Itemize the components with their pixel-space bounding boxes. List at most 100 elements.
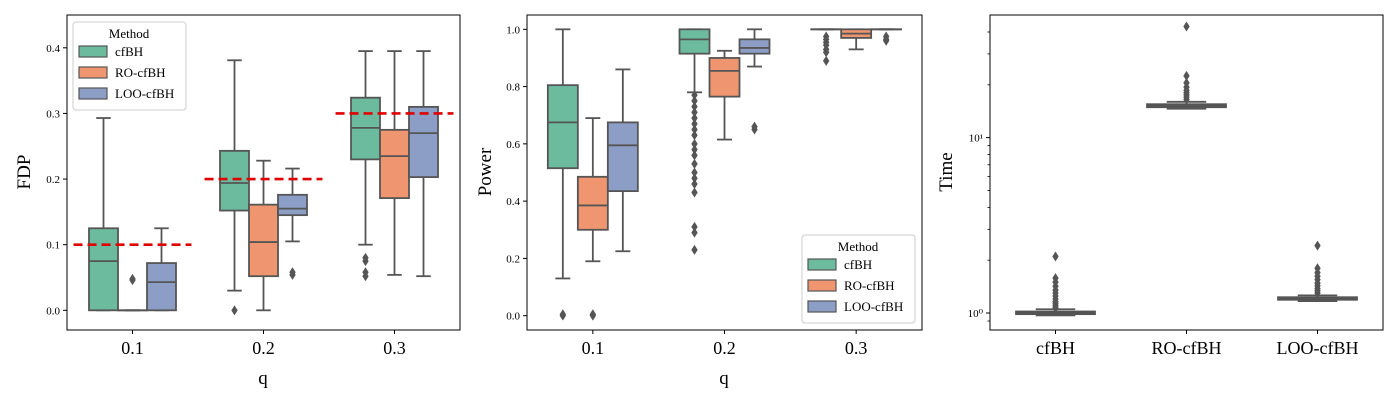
power-legend-label-loo-cfbh: LOO-cfBH	[844, 299, 903, 314]
time-time-box-ro-cfbh-outlier	[1183, 70, 1190, 81]
power-legend-label-ro-cfbh: RO-cfBH	[844, 278, 895, 293]
time-plot-frame	[989, 14, 1384, 331]
power-cfbh-box-0-2-outlier	[691, 124, 698, 135]
fdp-legend-title: Method	[109, 26, 150, 41]
fdp-x-tick-label: 0.1	[121, 338, 144, 358]
power-cfbh-box-0-2-outlier	[691, 130, 698, 141]
time-time-box-cfbh-outlier	[1052, 273, 1059, 284]
fdp-y-tick-label: 0.0	[46, 305, 60, 317]
power-loo-cfbh-box-0-2	[738, 28, 771, 135]
power-loo-cfbh-box-0-3	[870, 28, 903, 46]
fdp-loo-cfbh-box-0-1-iqr	[146, 262, 177, 312]
power-cfbh-box-0-1	[546, 28, 579, 321]
fdp-loo-cfbh-box-0-3	[408, 50, 439, 278]
power-ro-cfbh-box-0-1	[576, 117, 609, 321]
power-loo-cfbh-box-0-2-iqr	[738, 38, 771, 55]
power-cfbh-box-0-2-outlier	[691, 101, 698, 112]
time-time-box-ro-cfbh	[1146, 21, 1227, 110]
fdp-ro-cfbh-box-0-3-iqr	[379, 128, 410, 199]
power-cfbh-box-0-2-outlier	[691, 167, 698, 178]
time-time-box-cfbh-outlier	[1052, 251, 1059, 262]
fdp-ro-cfbh-box-0-2	[248, 159, 279, 312]
power-cfbh-box-0-2-outlier	[691, 138, 698, 149]
fdp-y-tick-label: 0.4	[46, 43, 60, 55]
power-cfbh-box-0-2	[678, 28, 711, 255]
fdp-cfbh-box-0-1-iqr	[88, 227, 119, 312]
fdp-cfbh-box-0-1	[88, 117, 119, 312]
power-cfbh-box-0-2-outlier	[691, 107, 698, 118]
time-y-axis-label: Time	[936, 152, 957, 191]
time-time-box-loo-cfbh-outlier	[1314, 263, 1321, 274]
power-loo-cfbh-box-0-1	[606, 68, 639, 253]
fdp-y-tick-label: 0.1	[46, 240, 60, 252]
fdp-y-axis-label: FDP	[14, 155, 35, 190]
power-cfbh-box-0-2-outlier	[691, 150, 698, 161]
power-loo-cfbh-box-0-1-iqr	[606, 121, 639, 193]
power-panel: Power q 0.0 0.2 0.4 0.6 0.8 1.0 0.1 0.2 0.3 Meth…	[475, 14, 923, 389]
power-cfbh-box-0-2-outlier	[691, 178, 698, 189]
fdp-cfbh-box-0-3-outlier	[362, 271, 369, 282]
power-x-tick-label: 0.2	[713, 338, 736, 358]
fdp-loo-cfbh-box-0-1	[146, 227, 177, 312]
power-cfbh-box-0-2-outlier	[691, 90, 698, 101]
power-cfbh-box-0-2-outlier	[691, 144, 698, 155]
time-time-box-ro-cfbh-outlier	[1183, 21, 1190, 32]
power-x-tick-label: 0.1	[582, 338, 605, 358]
power-y-tick-label: 0.6	[506, 139, 520, 151]
power-cfbh-box-0-1-outlier	[559, 309, 567, 320]
fdp-loo-cfbh-box-0-3-iqr	[408, 105, 439, 178]
time-time-box-loo-cfbh-outlier	[1314, 240, 1321, 251]
power-cfbh-box-0-2-outlier	[691, 187, 698, 198]
power-cfbh-box-0-2-outlier	[691, 158, 698, 169]
fdp-legend: Method cfBH RO-cfBH LOO-cfBH	[72, 21, 187, 111]
power-ro-cfbh-box-0-3	[840, 28, 873, 51]
power-cfbh-box-0-3-outlier	[822, 47, 830, 58]
power-x-axis-label: q	[719, 368, 729, 389]
fdp-cfbh-box-0-3-outlier	[362, 256, 369, 267]
power-legend-swatch-cfbh	[807, 258, 837, 271]
fdp-cfbh-box-0-2	[219, 59, 250, 316]
time-y-tick-label: 10⁰	[968, 308, 984, 320]
fdp-cfbh-box-0-3	[350, 50, 381, 282]
power-ro-cfbh-box-0-2	[708, 49, 741, 141]
fdp-y-tick-label: 0.2	[46, 174, 60, 186]
fdp-legend-swatch-cfbh	[78, 45, 108, 58]
fdp-legend-label-cfbh: cfBH	[115, 44, 143, 59]
time-time-box-cfbh	[1015, 251, 1096, 317]
fdp-legend-swatch-loo-cfbh	[78, 87, 108, 100]
fdp-legend-label-ro-cfbh: RO-cfBH	[115, 65, 166, 80]
time-x-tick-label: LOO-cfBH	[1277, 338, 1359, 358]
fdp-cfbh-box-0-2-outlier	[231, 305, 238, 316]
fdp-cfbh-box-0-2-iqr	[219, 149, 250, 212]
power-cfbh-box-0-2-outlier	[691, 244, 698, 255]
fdp-legend-swatch-ro-cfbh	[78, 66, 108, 79]
power-loo-cfbh-box-0-2-outlier	[751, 124, 758, 135]
fdp-ro-cfbh-box-0-3	[379, 50, 410, 276]
fdp-x-tick-label: 0.3	[383, 338, 406, 358]
fdp-x-tick-label: 0.2	[252, 338, 275, 358]
power-loo-cfbh-box-0-3-outlier	[882, 35, 890, 46]
time-y-tick-label: 10¹	[969, 133, 983, 145]
fdp-ro-cfbh-box-0-1-outlier	[129, 275, 136, 286]
power-cfbh-box-0-2-outlier	[691, 221, 698, 232]
fdp-loo-cfbh-box-0-2-iqr	[277, 193, 308, 217]
fdp-loo-cfbh-box-0-2	[277, 167, 308, 280]
power-cfbh-box-0-2-outlier	[691, 227, 698, 238]
power-ro-cfbh-box-0-2-iqr	[708, 57, 741, 98]
power-cfbh-box-0-2-outlier	[691, 95, 698, 106]
power-y-axis-label: Power	[475, 147, 496, 196]
time-panel: Time 10⁰ 10¹ cfBH RO-cfBH LOO-cfBH	[936, 14, 1384, 358]
power-y-tick-label: 0.4	[506, 196, 520, 208]
power-legend-swatch-loo-cfbh	[807, 300, 837, 313]
power-cfbh-box-0-2-iqr	[678, 28, 711, 55]
fdp-ro-cfbh-box-0-2-iqr	[248, 203, 279, 278]
fdp-y-tick-label: 0.3	[46, 108, 60, 120]
power-y-tick-label: 1.0	[506, 24, 520, 36]
time-time-box-loo-cfbh	[1277, 240, 1358, 302]
power-ro-cfbh-box-0-1-outlier	[589, 309, 597, 320]
power-cfbh-box-0-2-outlier	[691, 173, 698, 184]
fdp-legend-label-loo-cfbh: LOO-cfBH	[115, 86, 174, 101]
fdp-x-axis-label: q	[258, 368, 268, 389]
power-y-tick-label: 0.8	[506, 82, 520, 94]
